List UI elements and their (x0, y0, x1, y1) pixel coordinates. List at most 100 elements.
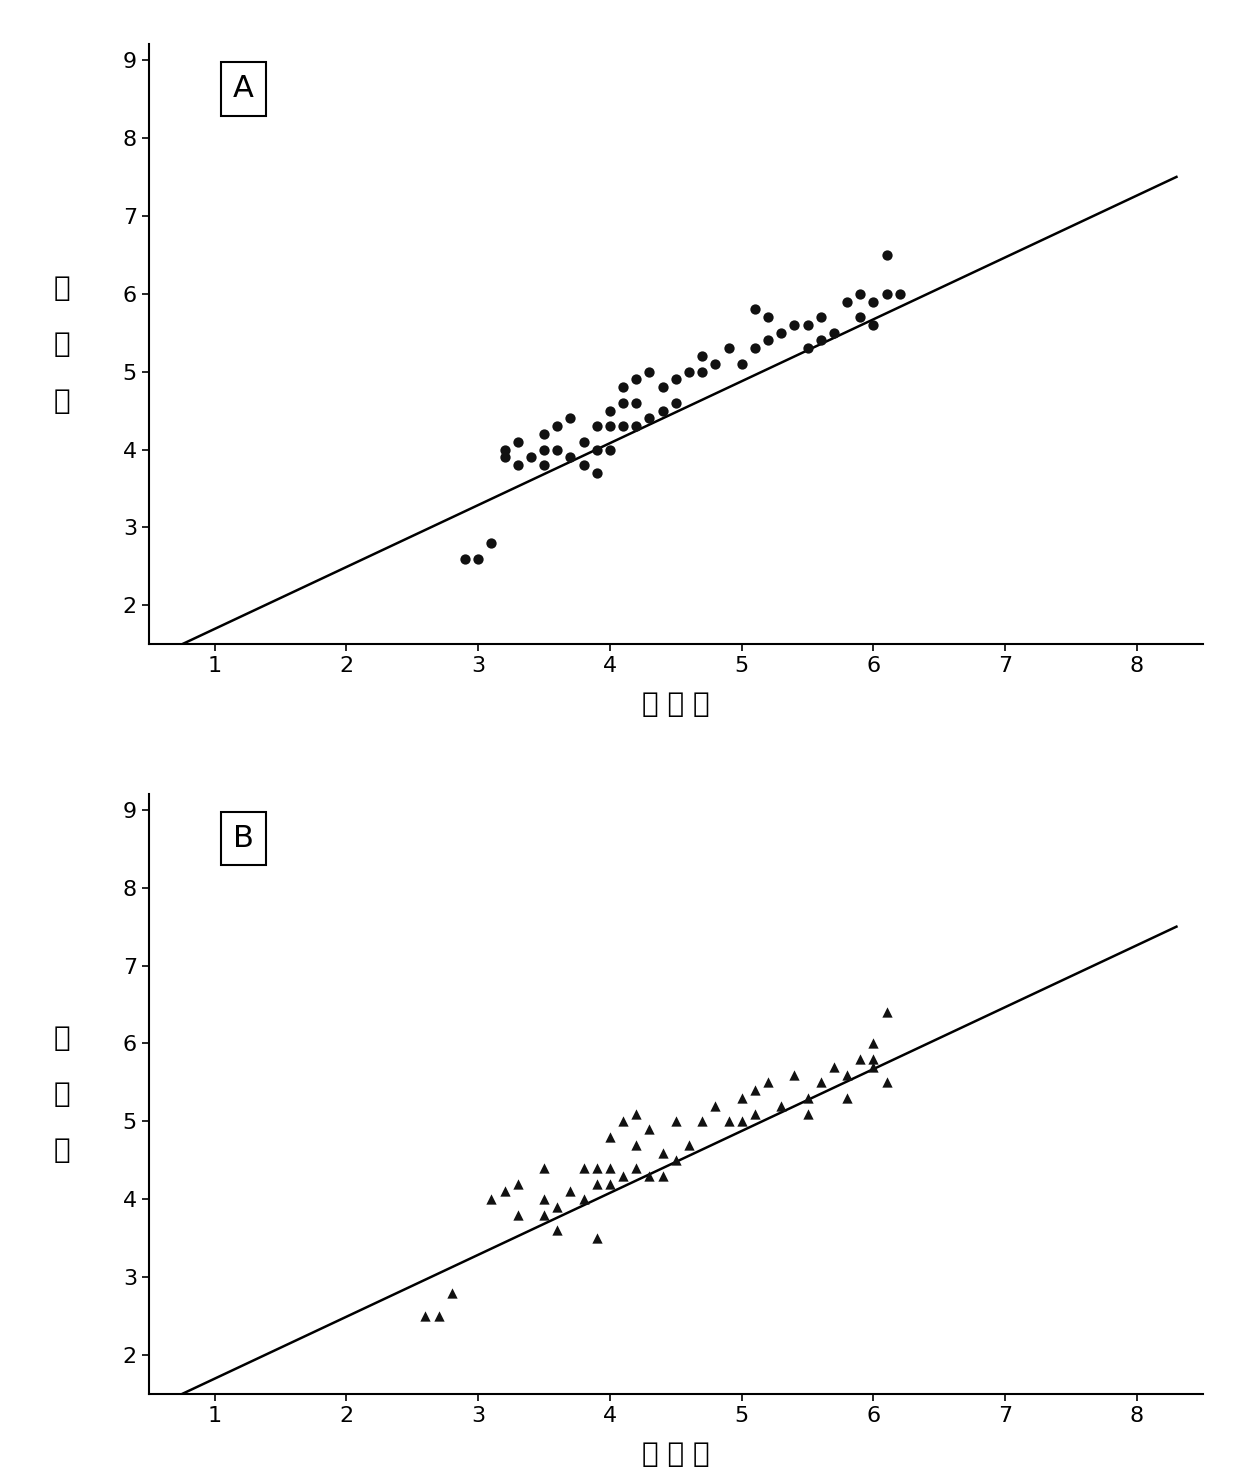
Point (863, 1054, 883, 1078)
Point (640, 406, 660, 430)
Point (613, 392, 632, 415)
Point (692, 1109, 712, 1133)
Point (666, 1148, 686, 1172)
Point (441, 1281, 461, 1305)
Point (613, 375, 632, 399)
Point (574, 454, 594, 478)
Point (811, 305, 831, 329)
Point (640, 1164, 660, 1188)
Point (851, 305, 870, 329)
Point (600, 399, 620, 423)
Point (863, 313, 883, 337)
Text: 値: 値 (53, 1136, 71, 1164)
Point (811, 329, 831, 353)
Point (587, 437, 606, 461)
Point (837, 289, 857, 313)
Point (507, 1172, 527, 1195)
Point (547, 1219, 567, 1243)
Point (652, 399, 672, 423)
Point (547, 437, 567, 461)
Point (534, 1188, 554, 1212)
Point (890, 282, 910, 305)
Point (692, 344, 712, 368)
Point (481, 1188, 501, 1212)
Point (560, 445, 580, 469)
Point (797, 313, 817, 337)
Point (652, 1164, 672, 1188)
Point (719, 337, 739, 360)
Point (732, 351, 751, 375)
Point (640, 360, 660, 384)
Point (811, 1071, 831, 1094)
Point (851, 1047, 870, 1071)
Point (877, 243, 897, 267)
Point (771, 1094, 791, 1118)
Point (877, 1071, 897, 1094)
Point (626, 1102, 646, 1126)
Point (560, 1179, 580, 1203)
Point (652, 1140, 672, 1164)
Point (587, 461, 606, 485)
Point (680, 360, 699, 384)
Text: 测: 测 (53, 331, 71, 359)
Text: 预: 预 (53, 274, 71, 303)
Point (785, 313, 805, 337)
Point (877, 1001, 897, 1025)
Point (600, 1172, 620, 1195)
Point (469, 547, 489, 571)
Point (863, 1047, 883, 1071)
Point (666, 368, 686, 392)
Point (732, 1109, 751, 1133)
Point (560, 406, 580, 430)
X-axis label: 参 考 値: 参 考 値 (642, 690, 709, 718)
Point (534, 454, 554, 478)
Point (613, 1109, 632, 1133)
Point (507, 454, 527, 478)
Point (797, 337, 817, 360)
Point (415, 1304, 435, 1327)
Point (851, 282, 870, 305)
Point (587, 1157, 606, 1180)
Point (534, 1157, 554, 1180)
Point (534, 437, 554, 461)
X-axis label: 参 考 値: 参 考 値 (642, 1440, 709, 1468)
Point (640, 1117, 660, 1140)
Point (600, 414, 620, 437)
Point (429, 1304, 449, 1327)
Point (574, 430, 594, 454)
Point (823, 320, 843, 344)
Point (785, 1063, 805, 1087)
Point (626, 1133, 646, 1157)
Point (877, 282, 897, 305)
Point (626, 368, 646, 392)
Point (758, 1071, 777, 1094)
Point (706, 1094, 725, 1118)
Point (495, 437, 515, 461)
Point (626, 392, 646, 415)
Point (613, 414, 632, 437)
Point (666, 1109, 686, 1133)
Point (863, 1032, 883, 1056)
Point (587, 414, 606, 437)
Point (692, 360, 712, 384)
Point (547, 1195, 567, 1219)
Point (680, 1133, 699, 1157)
Point (719, 1109, 739, 1133)
Point (758, 305, 777, 329)
Point (521, 445, 541, 469)
Point (600, 1157, 620, 1180)
Text: 测: 测 (53, 1080, 71, 1108)
Point (574, 1157, 594, 1180)
Point (666, 392, 686, 415)
Point (863, 289, 883, 313)
Text: B: B (233, 825, 254, 853)
Point (455, 547, 475, 571)
Point (823, 1054, 843, 1078)
Point (534, 1203, 554, 1226)
Point (613, 1164, 632, 1188)
Point (745, 337, 765, 360)
Point (745, 1078, 765, 1102)
Point (626, 414, 646, 437)
Point (837, 1063, 857, 1087)
Point (626, 1157, 646, 1180)
